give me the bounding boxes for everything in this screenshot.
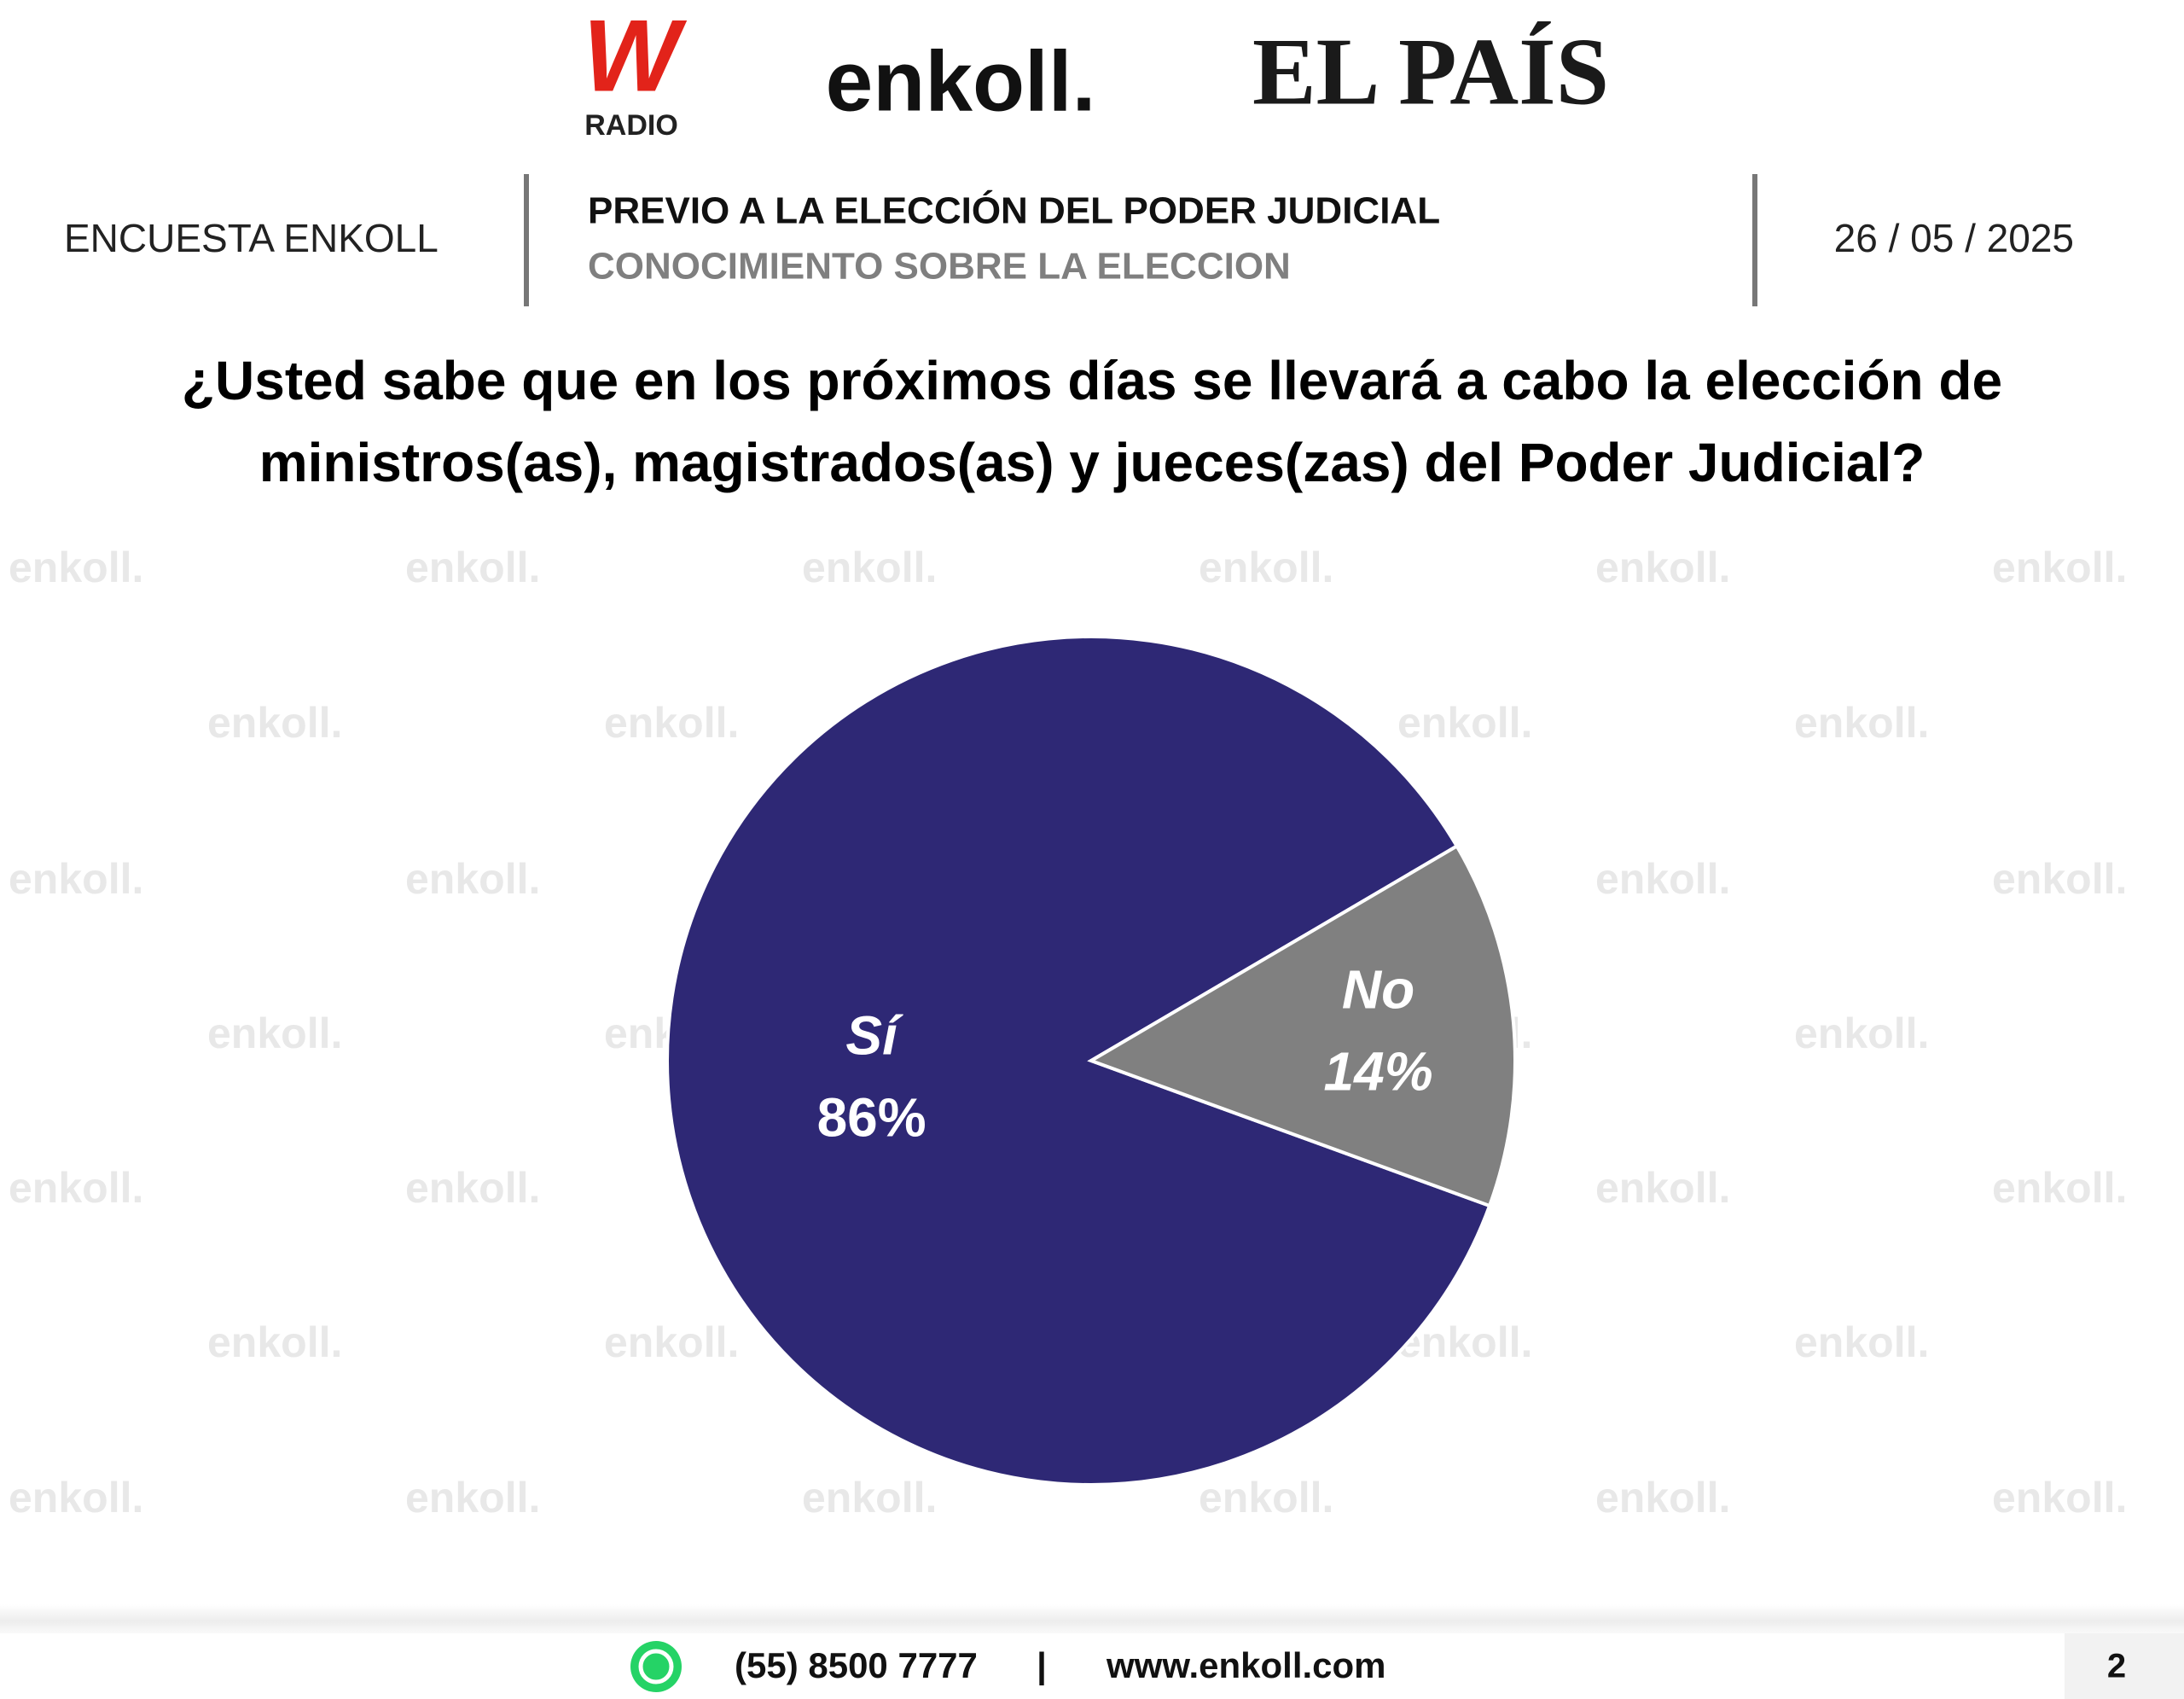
watermark: enkoll.	[9, 1164, 143, 1212]
slice-value-label: 86%	[817, 1086, 926, 1148]
watermark: enkoll.	[1794, 1318, 1929, 1366]
watermark: enkoll.	[1595, 544, 1730, 591]
watermark: enkoll.	[1595, 1474, 1730, 1522]
logo-radio: RADIO	[584, 109, 678, 142]
chart-title: ministros(as), magistrados(as) y jueces(…	[259, 432, 1926, 493]
watermark: enkoll.	[604, 1318, 739, 1366]
section-title: PREVIO A LA ELECCIÓN DEL PODER JUDICIAL	[588, 189, 1440, 232]
pie-slice	[1087, 843, 1517, 1208]
slice-value-label: 14%	[1324, 1040, 1433, 1102]
watermark: enkoll.	[207, 1318, 342, 1366]
slice-category: No	[1342, 958, 1414, 1020]
watermark: enkoll.	[1794, 1010, 1929, 1057]
watermark: enkoll.	[604, 699, 739, 747]
whatsapp-icon	[638, 1649, 674, 1684]
watermark: enkoll.	[1199, 1474, 1333, 1522]
watermark: enkoll.	[1992, 855, 2127, 903]
watermark: enkoll.	[207, 699, 342, 747]
watermark: enkoll.	[207, 1010, 342, 1057]
watermark: enkoll.	[1595, 1164, 1730, 1212]
page-box	[2065, 1633, 2184, 1699]
pie: Sí 86% No 14%	[665, 635, 1517, 1487]
pie-slice	[665, 635, 1492, 1487]
logo-elpais: EL PAÍS	[1252, 20, 1609, 125]
separator: |	[1037, 1645, 1047, 1686]
page-number: 2	[2107, 1648, 2126, 1685]
watermark: enkoll.	[1992, 1164, 2127, 1212]
watermark: enkoll.	[802, 1474, 937, 1522]
watermark: enkoll.	[405, 544, 540, 591]
chart-title: ¿Usted sabe que en los próximos días se …	[182, 350, 2002, 411]
slice-category: Sí	[845, 1004, 903, 1066]
watermark: enkoll.	[405, 1164, 540, 1212]
watermark: enkoll.	[405, 1474, 540, 1522]
watermark: enkoll.	[9, 855, 143, 903]
watermark: enkoll.	[1992, 544, 2127, 591]
section-subtitle: CONOCIMIENTO SOBRE LA ELECCION	[588, 246, 1291, 288]
footer-shadow	[0, 1604, 2184, 1638]
watermark: enkoll.	[1595, 855, 1730, 903]
watermark: enkoll.	[1794, 699, 1929, 747]
whatsapp-icon	[630, 1641, 682, 1692]
watermark: enkoll.	[1992, 1474, 2127, 1522]
watermark: enkoll.	[9, 544, 143, 591]
watermark: enkoll.	[802, 544, 937, 591]
website: www.enkoll.com	[1106, 1645, 1386, 1685]
watermark: enkoll.	[9, 1474, 143, 1522]
logo-enkoll: enkoll.	[826, 33, 1096, 129]
survey-label: ENCUESTA ENKOLL	[64, 216, 439, 260]
watermark: enkoll.	[405, 855, 540, 903]
watermark: enkoll.	[1199, 544, 1333, 591]
watermark: enkoll.	[1397, 699, 1532, 747]
logo-w: W	[583, 0, 687, 113]
phone: (55) 8500 7777	[735, 1645, 978, 1685]
date: 26 / 05 / 2025	[1834, 216, 2074, 260]
footer	[0, 1633, 2184, 1699]
